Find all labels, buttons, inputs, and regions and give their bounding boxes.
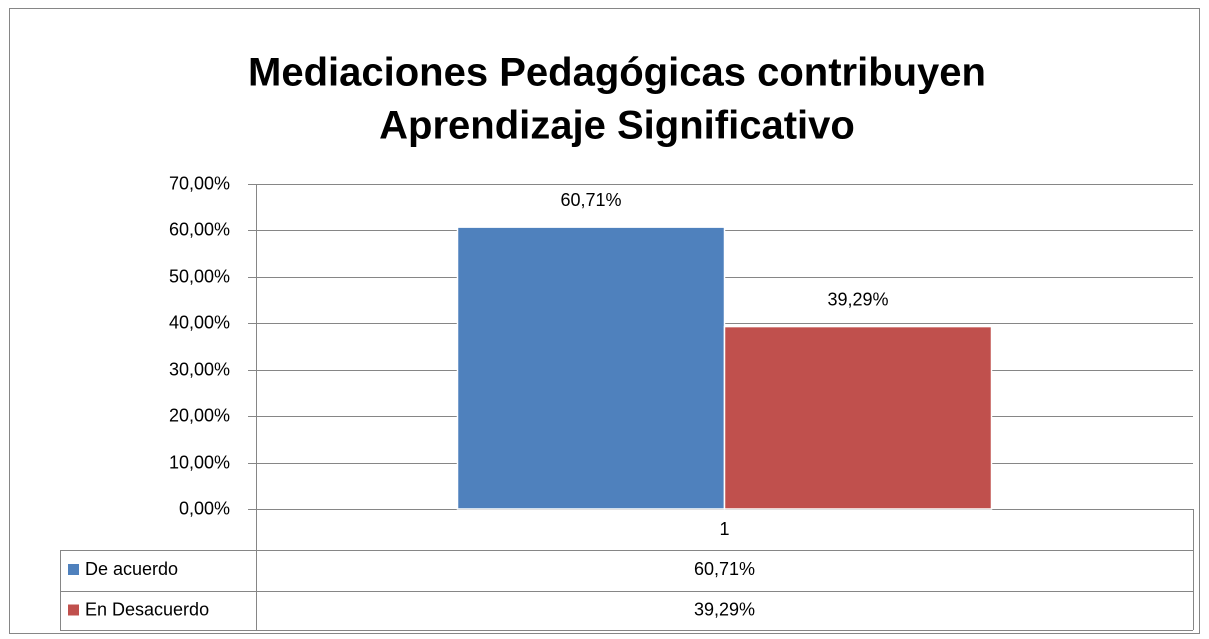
chart-title: Mediaciones Pedagógicas contribuyen [248,51,986,95]
y-tick-label: 50,00% [169,266,230,286]
x-tick-label: 1 [719,519,729,539]
y-tick-label: 10,00% [169,452,230,472]
y-tick-label: 30,00% [169,359,230,379]
y-tick-label: 60,00% [169,219,230,239]
y-tick-label: 40,00% [169,312,230,332]
chart-title: Aprendizaje Significativo [379,104,855,148]
table-value: 39,29% [694,599,755,619]
bar [456,226,726,510]
y-tick-label: 20,00% [169,405,230,425]
table-value: 60,71% [694,559,755,579]
y-tick-label: 70,00% [169,173,230,193]
legend-key [68,604,79,616]
legend-key [68,564,79,575]
data-label: 60,71% [560,190,621,210]
legend-label: De acuerdo [85,559,178,579]
data-label: 39,29% [827,289,888,309]
bar [723,325,993,510]
legend-label: En Desacuerdo [85,599,209,619]
y-tick-label: 0,00% [179,498,230,518]
